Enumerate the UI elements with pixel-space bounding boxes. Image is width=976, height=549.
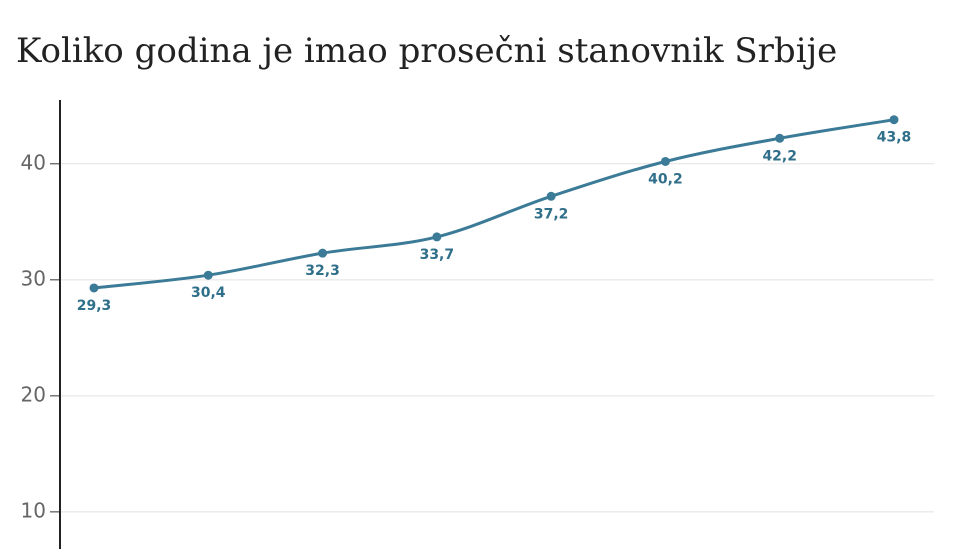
point xyxy=(203,270,213,280)
y-tick-label: 40 xyxy=(21,150,46,174)
value-label: 29,3 xyxy=(77,298,112,314)
value-label: 40,2 xyxy=(648,171,683,187)
point xyxy=(546,191,556,201)
value-label: 43,8 xyxy=(877,130,912,146)
value-label: 32,3 xyxy=(305,263,340,279)
value-label: 42,2 xyxy=(762,148,797,164)
point xyxy=(889,115,899,125)
y-tick-label: 10 xyxy=(21,498,46,522)
point xyxy=(660,156,670,166)
value-label: 30,4 xyxy=(191,285,226,301)
y-tick-label: 20 xyxy=(21,382,46,406)
point xyxy=(318,248,328,258)
point xyxy=(89,283,99,293)
point xyxy=(775,133,785,143)
point xyxy=(432,232,442,242)
chart-title: Koliko godina je imao prosečni stanovnik… xyxy=(16,31,837,71)
line xyxy=(93,118,895,290)
value-label: 33,7 xyxy=(420,247,455,263)
y-tick-label: 30 xyxy=(21,266,46,290)
value-label: 37,2 xyxy=(534,206,569,222)
